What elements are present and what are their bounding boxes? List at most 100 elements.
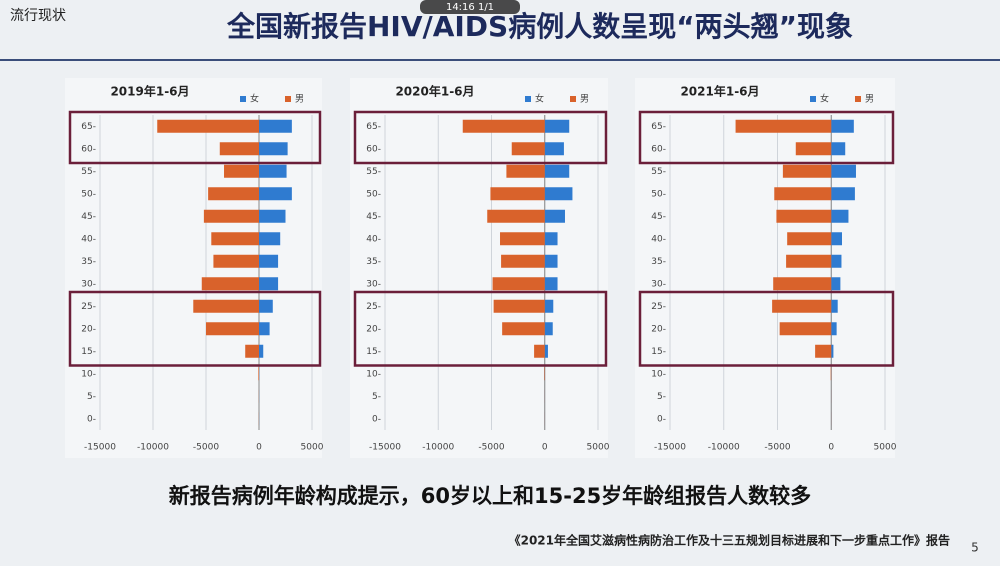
bar	[544, 209, 565, 223]
x-tick-label: 0	[256, 443, 262, 453]
bar	[511, 142, 545, 156]
bar	[830, 367, 832, 381]
bar	[831, 209, 849, 223]
bar	[772, 299, 832, 313]
y-tick-label: 0-	[372, 414, 381, 424]
x-tick-label: 5000	[587, 443, 610, 453]
bar	[462, 119, 545, 133]
bar	[831, 187, 855, 201]
bar	[544, 187, 573, 201]
y-tick-label: 55-	[366, 167, 381, 177]
highlight-box	[353, 290, 608, 367]
x-tick-label: 0	[828, 443, 834, 453]
bar	[259, 277, 279, 291]
x-tick-label: -15000	[654, 443, 686, 453]
bar	[544, 142, 564, 156]
bar	[259, 322, 270, 336]
y-tick-label: 25-	[651, 302, 666, 312]
plot-area	[350, 78, 608, 458]
highlight-box	[68, 110, 322, 165]
y-tick-label: 50-	[651, 189, 666, 199]
bar	[490, 187, 545, 201]
bar	[782, 164, 832, 178]
legend-label: 女	[820, 93, 829, 105]
y-tick-label: 0-	[87, 414, 96, 424]
y-tick-label: 65-	[651, 122, 666, 132]
x-tick-label: -5000	[193, 443, 219, 453]
bar	[259, 209, 286, 223]
bar	[735, 119, 832, 133]
x-tick-label: 5000	[874, 443, 897, 453]
legend-label: 女	[250, 93, 259, 105]
bar	[506, 164, 545, 178]
y-tick-label: 5-	[372, 392, 381, 402]
y-tick-label: 50-	[366, 189, 381, 199]
y-tick-label: 60-	[651, 144, 666, 154]
y-tick-label: 25-	[366, 302, 381, 312]
bar	[544, 164, 570, 178]
y-tick-label: 65-	[366, 122, 381, 132]
y-tick-label: 40-	[651, 234, 666, 244]
bar	[501, 254, 545, 268]
y-tick-label: 5-	[657, 392, 666, 402]
bar	[487, 209, 545, 223]
x-tick-label: 0	[542, 443, 548, 453]
y-tick-label: 35-	[651, 257, 666, 267]
bar	[203, 209, 259, 223]
bar	[774, 187, 832, 201]
bar	[211, 232, 259, 246]
y-tick-label: 25-	[81, 302, 96, 312]
x-tick-label: -10000	[422, 443, 454, 453]
y-tick-label: 10-	[81, 369, 96, 379]
y-tick-label: 45-	[81, 212, 96, 222]
legend-swatch	[240, 96, 246, 102]
bar	[831, 254, 842, 268]
bar	[831, 344, 834, 358]
slide-title: 全国新报告HIV/AIDS病例人数呈现“两头翘”现象	[226, 10, 853, 43]
y-tick-label: 55-	[81, 167, 96, 177]
bar	[544, 344, 548, 358]
overlay-time: 14:16 1/1	[446, 2, 494, 13]
bar	[219, 142, 259, 156]
page-number: 5	[971, 541, 979, 555]
legend-label: 男	[580, 94, 589, 105]
legend-label: 男	[295, 94, 304, 105]
bar	[779, 322, 832, 336]
overlay-pill	[420, 0, 520, 14]
chart-title: 2021年1-6月	[680, 84, 759, 99]
bar	[831, 322, 837, 336]
y-tick-label: 50-	[81, 189, 96, 199]
bar	[544, 254, 558, 268]
y-tick-label: 30-	[81, 279, 96, 289]
bar	[245, 344, 259, 358]
bar	[259, 299, 273, 313]
x-tick-label: -5000	[764, 443, 790, 453]
bar	[201, 277, 259, 291]
y-tick-label: 15-	[81, 347, 96, 357]
legend-label: 男	[865, 94, 874, 105]
y-tick-label: 10-	[366, 369, 381, 379]
y-tick-label: 60-	[81, 144, 96, 154]
bar	[776, 209, 832, 223]
y-tick-label: 10-	[651, 369, 666, 379]
charts: 2019年1-6月女 男 -15000 -10000 -5000 0 5000 0- 5- 10-…	[65, 78, 897, 458]
x-tick-label: -10000	[708, 443, 740, 453]
x-tick-label: -15000	[84, 443, 116, 453]
legend-swatch	[570, 96, 576, 102]
bar	[492, 277, 545, 291]
bar	[493, 299, 545, 313]
highlight-box	[353, 110, 608, 165]
y-tick-label: 20-	[81, 324, 96, 334]
bar	[213, 254, 259, 268]
conclusion: 新报告病例年龄构成提示，60岁以上和15-25岁年龄组报告人数较多	[169, 484, 811, 508]
bar	[258, 367, 259, 381]
legend-swatch	[285, 96, 291, 102]
section-label: 流行现状	[10, 8, 66, 24]
y-tick-label: 30-	[651, 279, 666, 289]
bar	[259, 344, 264, 358]
bar	[831, 164, 856, 178]
plot-area	[635, 78, 895, 458]
chart-title: 2019年1-6月	[110, 84, 189, 99]
